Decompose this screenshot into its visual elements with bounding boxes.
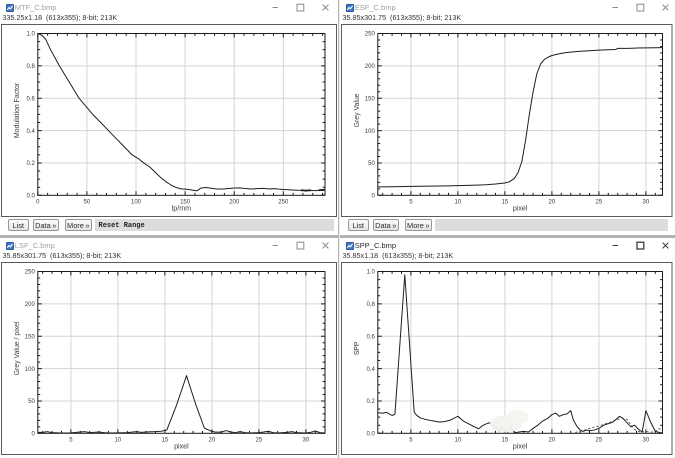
svg-text:0.6: 0.6 [366,334,375,340]
svg-text:0.0: 0.0 [366,431,375,437]
svg-text:150: 150 [25,334,36,340]
svg-text:200: 200 [229,200,240,206]
svg-text:5: 5 [409,200,413,206]
svg-text:0.8: 0.8 [26,64,35,70]
svg-text:pixel: pixel [513,442,528,450]
svg-text:20: 20 [209,437,216,443]
svg-text:25: 25 [256,437,263,443]
svg-text:SPP: SPP [354,341,361,355]
svg-text:0: 0 [36,200,40,206]
svg-text:pixel: pixel [513,205,528,213]
svg-text:50: 50 [368,161,375,167]
svg-text:150: 150 [365,96,376,102]
svg-text:0.8: 0.8 [366,302,375,308]
svg-text:250: 250 [365,32,376,38]
svg-text:0.0: 0.0 [26,194,35,200]
svg-text:30: 30 [303,437,310,443]
svg-text:30: 30 [643,200,650,206]
svg-text:25: 25 [596,200,603,206]
svg-text:10: 10 [455,200,462,206]
svg-text:0.4: 0.4 [366,366,375,372]
svg-text:15: 15 [502,437,509,443]
svg-text:lp/mm: lp/mm [172,205,191,213]
svg-text:0.4: 0.4 [26,129,35,135]
svg-text:100: 100 [25,366,36,372]
svg-text:0.2: 0.2 [366,399,375,405]
svg-text:Modulation Factor: Modulation Factor [14,82,21,138]
svg-text:15: 15 [502,200,509,206]
svg-text:200: 200 [25,302,36,308]
svg-text:5: 5 [69,437,73,443]
svg-text:25: 25 [596,437,603,443]
svg-text:250: 250 [278,200,289,206]
svg-text:100: 100 [131,200,142,206]
svg-text:0.6: 0.6 [26,96,35,102]
svg-text:250: 250 [25,269,36,275]
svg-text:1.0: 1.0 [366,269,375,275]
svg-text:50: 50 [28,399,35,405]
svg-text:15: 15 [162,437,169,443]
svg-text:20: 20 [549,437,556,443]
svg-text:20: 20 [549,200,556,206]
svg-text:5: 5 [409,437,413,443]
svg-text:1.0: 1.0 [26,32,35,38]
svg-text:10: 10 [455,437,462,443]
svg-text:150: 150 [180,200,191,206]
svg-text:50: 50 [84,200,91,206]
svg-text:200: 200 [365,64,376,70]
svg-text:Grey Value: Grey Value [354,93,361,127]
svg-text:30: 30 [643,437,650,443]
svg-text:10: 10 [115,437,122,443]
svg-text:pixel: pixel [174,442,189,450]
svg-text:0: 0 [31,431,35,437]
svg-text:100: 100 [365,129,376,135]
svg-text:0: 0 [371,194,375,200]
svg-text:0.2: 0.2 [26,161,35,167]
svg-text:Grey Value / pixel: Grey Value / pixel [14,320,21,374]
